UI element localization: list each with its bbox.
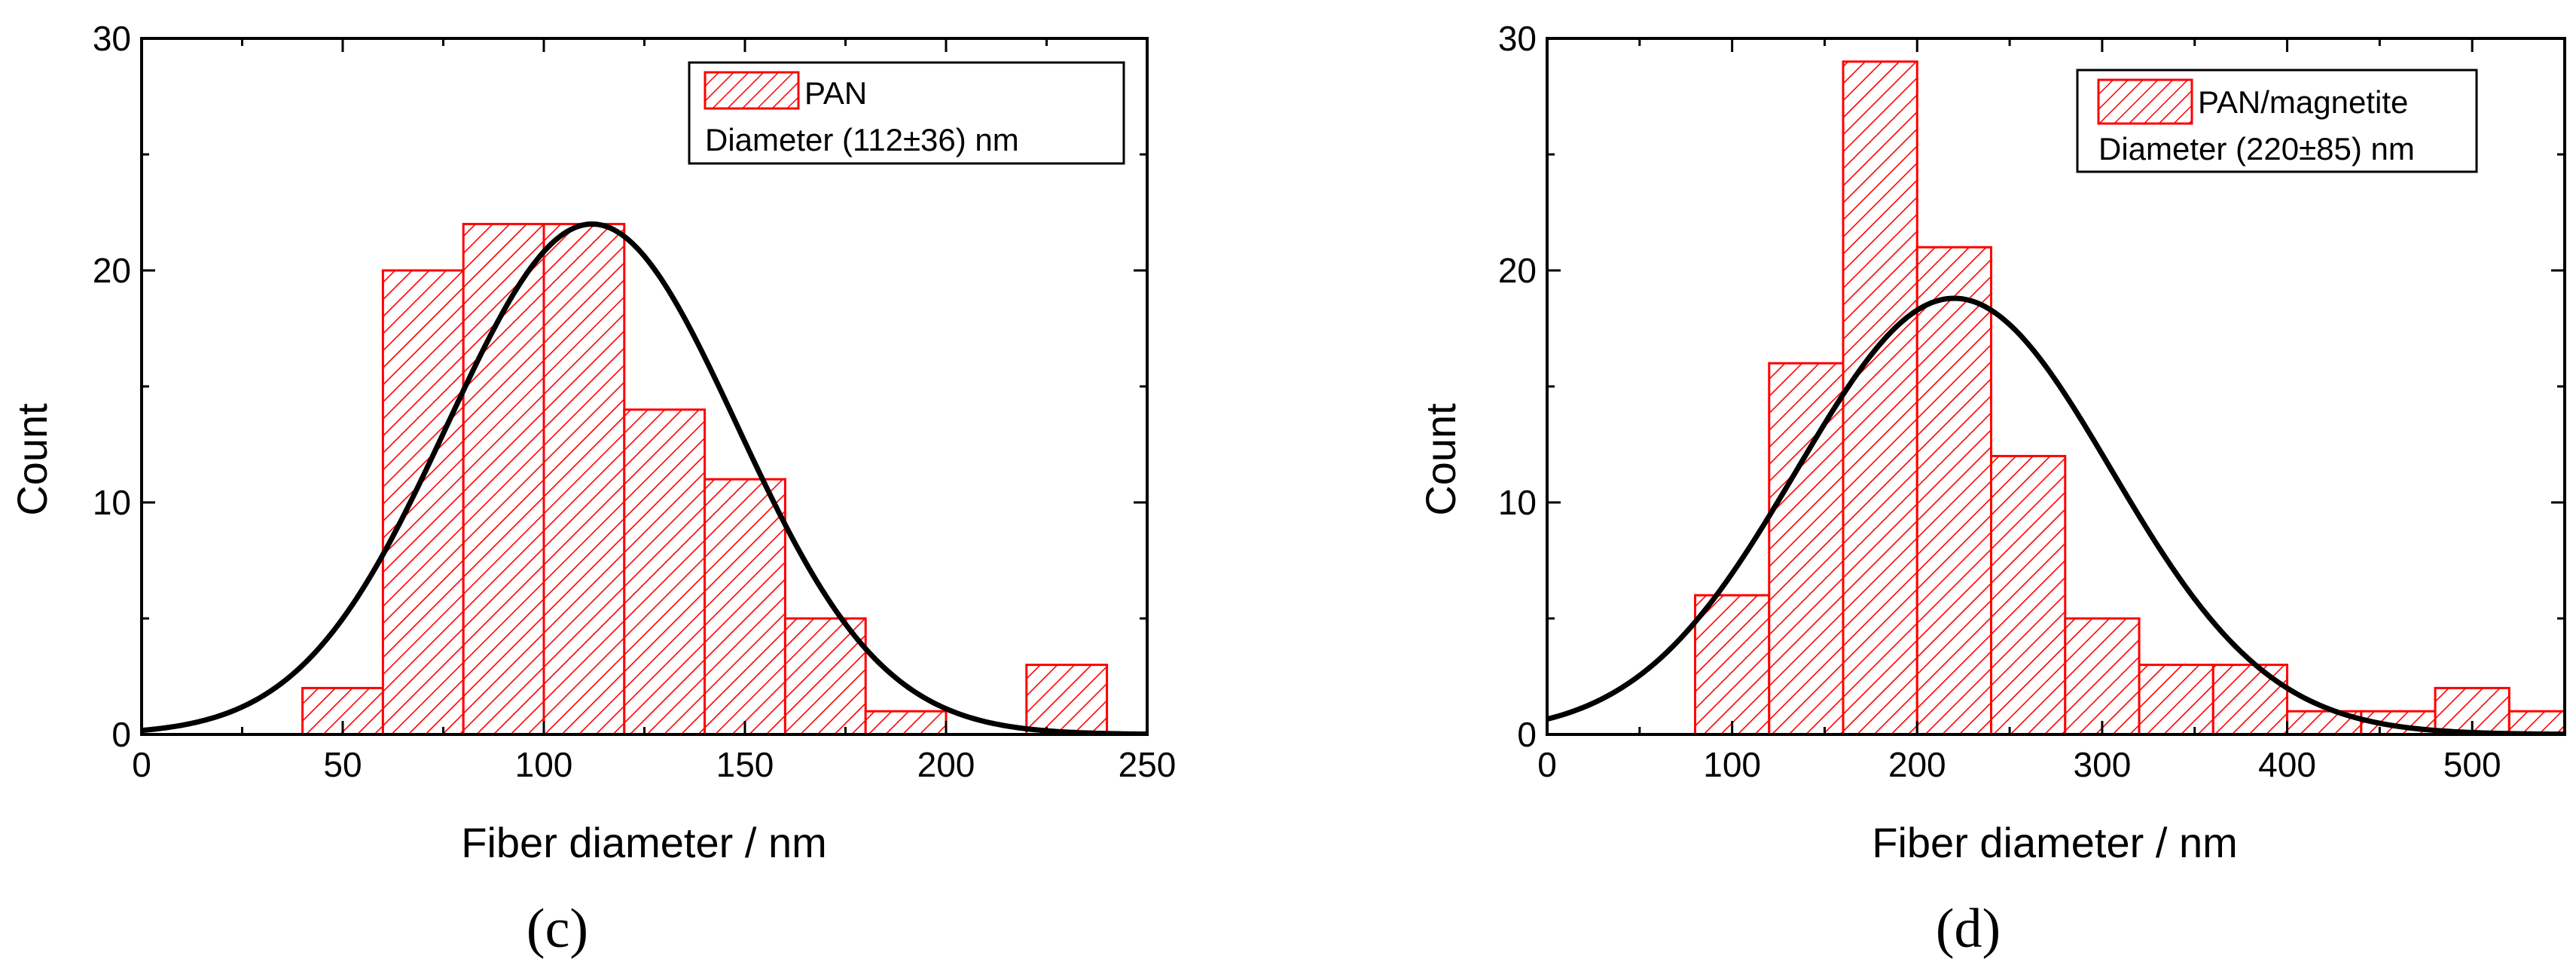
histogram-bar bbox=[1915, 246, 1993, 734]
histogram-bar bbox=[381, 269, 465, 734]
legend-swatch bbox=[704, 71, 800, 110]
axes-layer: 0 50 100 150 200 250 0 10 20 30 bbox=[93, 19, 1177, 784]
x-tick-label: 100 bbox=[1703, 745, 1761, 784]
x-tick-label: 0 bbox=[1537, 745, 1557, 784]
x-axis-title: Fiber diameter / nm bbox=[461, 819, 827, 866]
histogram-bar bbox=[1768, 362, 1845, 734]
histogram-bar bbox=[1025, 664, 1109, 734]
gaussian-fit-curve bbox=[1547, 295, 2565, 734]
histogram-bar bbox=[704, 478, 786, 734]
x-tick-label: 50 bbox=[323, 745, 362, 784]
y-tick-label: 30 bbox=[93, 19, 131, 58]
x-tick-label: 300 bbox=[2074, 745, 2132, 784]
x-tick-label: 150 bbox=[716, 745, 774, 784]
legend: PAN Diameter (112±36) nm bbox=[688, 61, 1125, 165]
legend-swatch bbox=[2097, 78, 2193, 125]
x-axis-title: Fiber diameter / nm bbox=[1872, 819, 2238, 866]
chart-panel-c: 0 50 100 150 200 250 0 10 20 30 PAN Diameter (112… bbox=[8, 19, 1176, 960]
y-axis-title: Count bbox=[1417, 403, 1464, 516]
legend-note: Diameter (220±85) nm bbox=[2098, 131, 2415, 166]
y-tick-label: 10 bbox=[93, 483, 131, 522]
histogram-bar bbox=[783, 617, 867, 734]
y-tick-label: 0 bbox=[111, 715, 131, 754]
histogram-bar bbox=[1990, 454, 2067, 734]
legend-series-name: PAN bbox=[804, 75, 867, 111]
panel-label: (c) bbox=[526, 898, 588, 960]
histogram-bar bbox=[2138, 664, 2214, 734]
fit-layer bbox=[142, 221, 1147, 734]
y-tick-label: 10 bbox=[1498, 483, 1537, 522]
x-tick-label: 250 bbox=[1119, 745, 1177, 784]
x-tick-label: 0 bbox=[132, 745, 151, 784]
histogram-bar bbox=[2211, 664, 2289, 734]
y-tick-label: 20 bbox=[93, 251, 131, 290]
histogram-bar bbox=[864, 710, 948, 734]
histogram-bar bbox=[2064, 617, 2141, 734]
x-tick-label: 500 bbox=[2443, 745, 2501, 784]
histogram-bar bbox=[542, 222, 626, 734]
legend-series-name: PAN/magnetite bbox=[2198, 84, 2408, 120]
gaussian-fit-curve bbox=[142, 221, 1147, 734]
x-tick-label: 200 bbox=[917, 745, 975, 784]
x-tick-label: 100 bbox=[515, 745, 573, 784]
axes-layer: 0 100 200 300 400 500 0 10 20 30 bbox=[1498, 19, 2566, 784]
y-axis-title: Count bbox=[8, 403, 56, 516]
fit-layer bbox=[1547, 295, 2565, 734]
y-tick-label: 0 bbox=[1517, 715, 1537, 754]
histogram-bars bbox=[301, 222, 1109, 734]
y-tick-label: 20 bbox=[1498, 251, 1537, 290]
legend-note: Diameter (112±36) nm bbox=[705, 122, 1019, 157]
histogram-bar bbox=[1842, 60, 1918, 734]
legend: PAN/magnetite Diameter (220±85) nm bbox=[2076, 69, 2478, 173]
x-tick-label: 400 bbox=[2258, 745, 2316, 784]
histogram-bar bbox=[1694, 594, 1771, 734]
histogram-bar bbox=[623, 408, 707, 734]
chart-panel-d: 0 100 200 300 400 500 0 10 20 30 PAN/magnetite Di… bbox=[1417, 19, 2566, 960]
panel-label: (d) bbox=[1936, 898, 2001, 960]
histogram-bar bbox=[2507, 710, 2565, 734]
y-tick-label: 30 bbox=[1498, 19, 1537, 58]
x-tick-label: 200 bbox=[1888, 745, 1946, 784]
histogram-bar bbox=[462, 222, 545, 734]
